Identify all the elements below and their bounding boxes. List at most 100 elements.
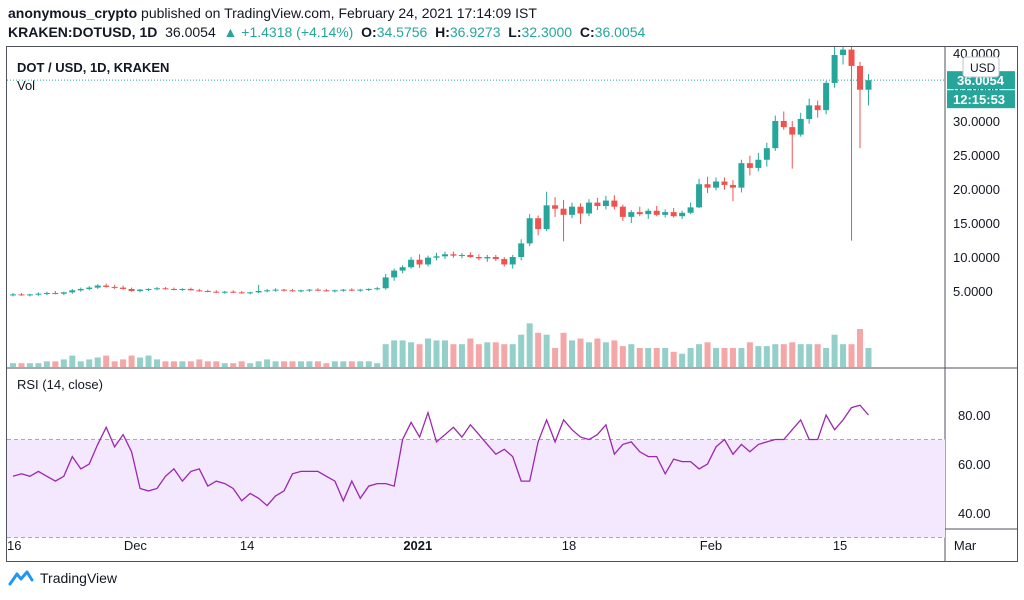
candle-body (77, 288, 84, 291)
time-tick-label: Feb (700, 538, 722, 553)
volume-bar (382, 344, 389, 367)
currency-button-label: USD (970, 61, 996, 75)
high-value: 36.9273 (449, 24, 501, 40)
candle-body (696, 184, 703, 208)
volume-bar (26, 363, 33, 367)
close-value: 36.0054 (594, 24, 646, 40)
volume-bar (213, 361, 220, 367)
volume-bar (577, 338, 584, 367)
chart-frame[interactable]: 40.000035.000030.000025.000020.000015.00… (6, 46, 1018, 562)
candle-body (577, 206, 584, 214)
volume-bar (137, 357, 144, 367)
volume-bar (662, 348, 669, 367)
price-tick-label: 25.0000 (953, 148, 1000, 163)
volume-bar (797, 344, 804, 367)
volume-bar (865, 348, 872, 367)
volume-bar (492, 342, 499, 367)
price-tick-label: 15.0000 (953, 216, 1000, 231)
candle-body (560, 208, 567, 215)
volume-bar (433, 340, 440, 367)
chart-canvas[interactable]: 40.000035.000030.000025.000020.000015.00… (7, 47, 1017, 561)
candle-body (780, 121, 787, 128)
candle-body (153, 288, 160, 290)
published-text: published on TradingView.com, February 2… (141, 5, 537, 21)
candle-body (433, 256, 440, 258)
volume-bar (365, 361, 372, 367)
volume-bar (314, 361, 321, 367)
volume-bar (670, 351, 677, 367)
volume-bar (518, 334, 525, 367)
volume-bar (755, 346, 762, 367)
time-tick-label: 16 (7, 538, 21, 553)
candle-body (26, 294, 33, 296)
candle-body (348, 289, 355, 291)
countdown-badge (947, 90, 1015, 109)
volume-bar (857, 329, 863, 367)
volume-bar (128, 355, 135, 367)
candle-body (281, 289, 288, 291)
volume-bar (831, 334, 838, 367)
candle-body (594, 202, 601, 206)
volume-bar (204, 361, 211, 367)
candle-body (357, 289, 364, 291)
rsi-band (7, 439, 945, 538)
time-tick-label: 18 (562, 538, 576, 553)
rsi-tick-label: 40.00 (958, 506, 991, 521)
candle-body (721, 181, 728, 185)
rsi-line (12, 404, 869, 507)
volume-bar (713, 348, 720, 367)
candle-body (382, 277, 389, 289)
volume-bar (636, 348, 643, 367)
change-value: +1.4318 (+4.14%) (241, 24, 354, 40)
candle-body (297, 290, 304, 292)
volume-bar (729, 348, 736, 367)
rsi-tick-label: 80.00 (958, 408, 991, 423)
open-label: O: (361, 24, 377, 40)
candle-body (840, 49, 847, 56)
volume-bar (221, 363, 228, 367)
volume-bar (52, 361, 59, 367)
candle-body (467, 254, 474, 257)
candle-body (441, 254, 448, 257)
candle-body (120, 287, 127, 289)
currency-button[interactable] (962, 56, 1000, 78)
volume-bar (619, 346, 626, 367)
volume-bar (196, 359, 203, 367)
candle-body (18, 294, 25, 296)
candle-body (611, 200, 618, 207)
volume-bar (763, 346, 770, 367)
candle-body (509, 257, 516, 265)
author-name[interactable]: anonymous_crypto (8, 5, 138, 21)
tradingview-logo-icon[interactable] (8, 570, 34, 586)
candle-body (746, 163, 753, 168)
volume-bar (77, 361, 84, 367)
candle-body (857, 65, 863, 90)
volume-bar (416, 344, 423, 367)
candle-body (179, 288, 186, 290)
candle-body (94, 285, 101, 288)
volume-bar (348, 361, 355, 367)
candle-body (416, 259, 423, 265)
volume-bar (450, 344, 457, 367)
candle-body (374, 288, 381, 290)
volume-bar (10, 363, 16, 367)
open-value: 34.5756 (376, 24, 428, 40)
candle-body (501, 259, 508, 265)
volume-bar (823, 348, 830, 367)
volume-bar (535, 332, 542, 367)
volume-bar (153, 359, 160, 367)
volume-bar (425, 338, 432, 367)
candle-body (10, 294, 16, 296)
volume-bar (399, 340, 406, 367)
brand-name[interactable]: TradingView (40, 570, 118, 586)
candle-body (170, 288, 177, 290)
volume-bar (789, 342, 796, 367)
volume-bar (840, 344, 847, 367)
candle-body (619, 206, 626, 217)
candle-body (806, 105, 813, 119)
candle-body (789, 127, 796, 135)
candle-body (645, 210, 652, 215)
countdown-badge-text: 12:15:53 (953, 92, 1005, 107)
volume-bar (501, 344, 508, 367)
volume-bar (391, 340, 398, 367)
